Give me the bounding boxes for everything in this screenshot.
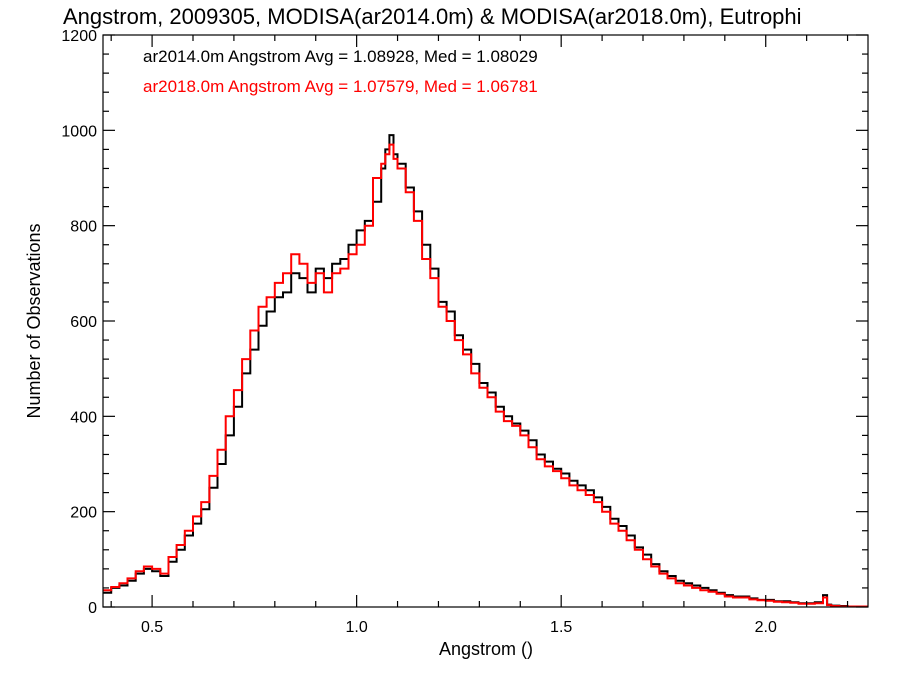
chart-title: Angstrom, 2009305, MODISA(ar2014.0m) & M… (63, 4, 802, 29)
y-tick-label: 200 (70, 505, 97, 522)
series-line-2 (103, 143, 868, 608)
x-axis-title: Angstrom () (439, 639, 533, 659)
tick-layer: 0.5 1.0 1.5 2.0 0 200 400 600 800 1000 1200 (61, 28, 868, 636)
y-tick-label: 1200 (61, 28, 97, 45)
y-tick-label: 400 (70, 409, 97, 426)
x-tick-label: 2.0 (755, 619, 777, 636)
annotation-2: ar2018.0m Angstrom Avg = 1.07579, Med = … (143, 77, 538, 96)
x-tick-label: 1.5 (550, 619, 572, 636)
annotation-1: ar2014.0m Angstrom Avg = 1.08928, Med = … (143, 47, 538, 66)
x-tick-label: 1.0 (346, 619, 368, 636)
y-tick-label: 0 (88, 600, 97, 617)
y-tick-label: 800 (70, 219, 97, 236)
y-tick-label: 600 (70, 314, 97, 331)
x-tick-label: 0.5 (141, 619, 163, 636)
y-tick-label: 1000 (61, 123, 97, 140)
y-axis-title: Number of Observations (24, 223, 44, 418)
series-layer (103, 134, 868, 608)
